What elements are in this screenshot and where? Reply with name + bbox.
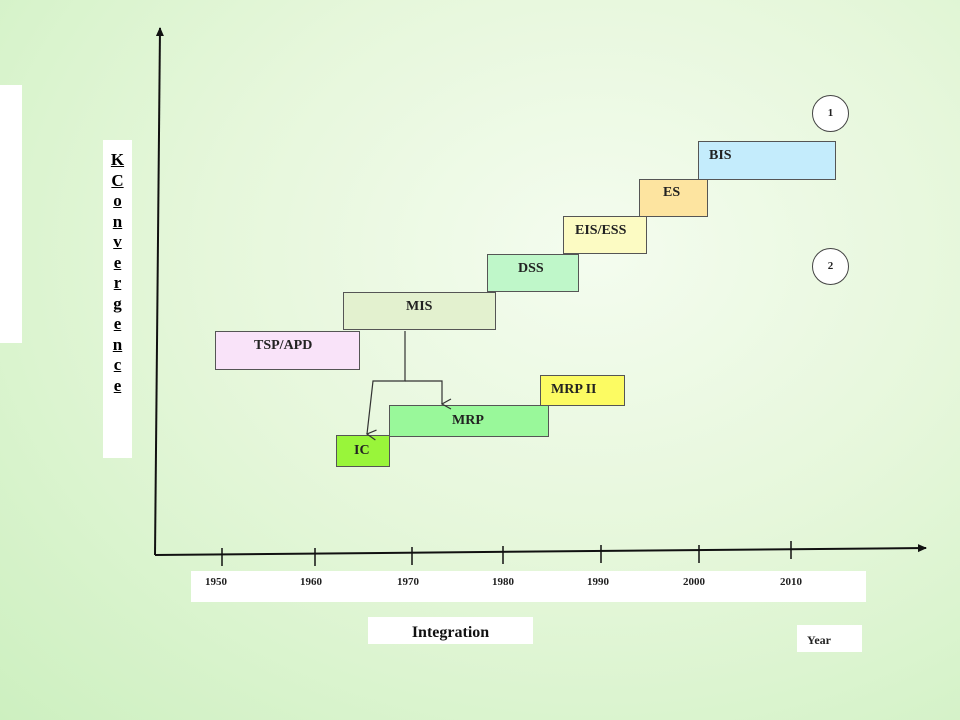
box-mrp-label: MRP — [452, 413, 484, 428]
box-eis-ess: EIS/ESS — [563, 216, 647, 254]
y-label-letter: r — [113, 273, 122, 292]
y-label-letter: c — [113, 355, 122, 374]
arrow-to-mrp — [405, 380, 442, 404]
year-label-1960: 1960 — [300, 576, 322, 588]
arrow-to-ic — [367, 331, 406, 434]
year-label-1980: 1980 — [492, 576, 514, 588]
box-mrp-ii-label: MRP II — [551, 382, 597, 397]
year-axis-label: Year — [797, 625, 862, 652]
y-label-letter: v — [113, 232, 122, 251]
box-tsp-apd-label: TSP/APD — [254, 338, 313, 353]
year-strip — [191, 571, 866, 602]
box-eis-ess-label: EIS/ESS — [575, 223, 627, 238]
box-es: ES — [639, 179, 708, 217]
x-axis-title: Integration — [368, 617, 533, 644]
marker-circle-1: 1 — [812, 95, 849, 132]
y-label-letter: g — [113, 293, 122, 313]
y-axis — [154, 27, 164, 556]
year-label-2010: 2010 — [780, 576, 802, 588]
x-axis — [154, 544, 927, 556]
box-dss-label: DSS — [518, 261, 544, 276]
y-label-letter: C — [111, 170, 124, 190]
marker-circle-2: 2 — [812, 248, 849, 285]
box-mrp: MRP — [389, 405, 549, 437]
box-dss: DSS — [487, 254, 579, 292]
box-mrp-ii: MRP II — [540, 375, 625, 406]
year-label-2000: 2000 — [683, 576, 705, 588]
year-label-1970: 1970 — [397, 576, 419, 588]
y-label-letter: o — [113, 191, 122, 210]
y-label-letter: K — [110, 150, 125, 169]
box-tsp-apd: TSP/APD — [215, 331, 360, 370]
box-ic-label: IC — [354, 443, 370, 458]
y-label-letter: e — [113, 314, 122, 333]
box-bis: BIS — [698, 141, 836, 180]
left-margin-panel — [0, 85, 22, 343]
y-axis-label: K C o n v e r g e n c e — [103, 140, 132, 458]
box-mis-label: MIS — [406, 299, 433, 314]
box-mis: MIS — [343, 292, 496, 330]
year-label-1990: 1990 — [587, 576, 609, 588]
box-bis-label: BIS — [709, 148, 732, 163]
year-label-1950: 1950 — [205, 576, 227, 588]
y-label-letter: n — [112, 211, 123, 231]
y-label-letter: e — [113, 252, 122, 272]
box-es-label: ES — [663, 185, 681, 200]
y-label-letter: n — [112, 334, 123, 354]
y-label-letter: e — [113, 375, 122, 395]
box-ic: IC — [336, 435, 390, 467]
